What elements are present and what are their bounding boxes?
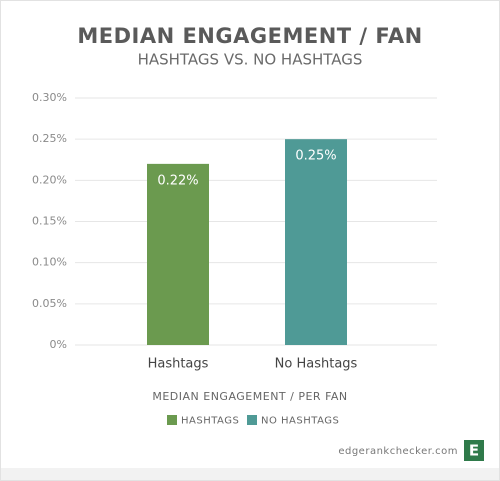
- y-tick-label: 0.05%: [32, 297, 67, 310]
- watermark: edgerankchecker.com: [338, 446, 458, 457]
- y-tick-label: 0%: [50, 338, 67, 351]
- y-tick-label: 0.20%: [32, 173, 67, 186]
- legend-swatch: [167, 415, 177, 425]
- legend-swatch: [247, 415, 257, 425]
- chart-subtitle: HASHTAGS VS. NO HASHTAGS: [138, 51, 363, 69]
- logo: E: [469, 442, 479, 460]
- chart-title: MEDIAN ENGAGEMENT / FAN: [77, 24, 422, 48]
- legend-label: NO HASHTAGS: [261, 416, 339, 427]
- value-label: 0.22%: [157, 173, 198, 188]
- bar: [285, 139, 347, 345]
- y-tick-label: 0.10%: [32, 256, 67, 269]
- x-tick-label: No Hashtags: [275, 357, 358, 372]
- footer-band: [1, 468, 499, 480]
- value-label: 0.25%: [295, 149, 336, 164]
- y-tick-label: 0.25%: [32, 132, 67, 145]
- y-tick-label: 0.15%: [32, 215, 67, 228]
- x-tick-label: Hashtags: [148, 357, 209, 372]
- y-tick-label: 0.30%: [32, 91, 67, 104]
- bar: [147, 163, 209, 345]
- logo-box: [464, 440, 484, 461]
- legend-label: HASHTAGS: [181, 416, 239, 427]
- x-axis-label: MEDIAN ENGAGEMENT / PER FAN: [152, 390, 347, 403]
